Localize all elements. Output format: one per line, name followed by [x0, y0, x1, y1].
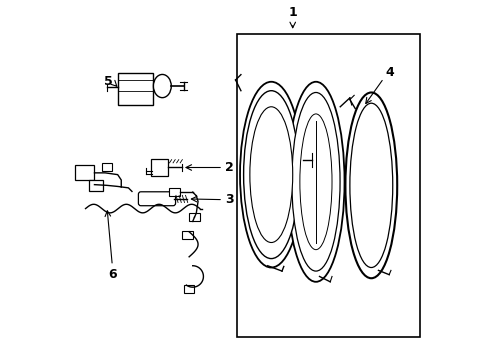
Bar [89, 180, 103, 191]
Bar [237, 33, 419, 337]
FancyBboxPatch shape [151, 159, 168, 176]
Ellipse shape [243, 91, 298, 258]
Bar [183, 285, 194, 293]
Ellipse shape [349, 103, 392, 267]
Text: 4: 4 [385, 66, 393, 79]
Text: 3: 3 [224, 193, 233, 206]
Ellipse shape [249, 107, 292, 243]
Text: 1: 1 [288, 6, 297, 19]
Bar [102, 163, 111, 171]
Bar [182, 231, 192, 239]
Ellipse shape [299, 114, 331, 249]
Ellipse shape [291, 93, 339, 271]
FancyBboxPatch shape [138, 192, 175, 206]
Text: 2: 2 [224, 161, 233, 174]
Bar [118, 73, 153, 105]
Ellipse shape [345, 93, 396, 278]
Ellipse shape [240, 82, 302, 267]
Bar [169, 188, 180, 196]
Ellipse shape [287, 82, 344, 282]
Text: 5: 5 [103, 75, 112, 88]
Ellipse shape [153, 75, 171, 98]
Bar [75, 165, 94, 180]
Text: 6: 6 [108, 267, 117, 280]
Bar [189, 213, 200, 221]
